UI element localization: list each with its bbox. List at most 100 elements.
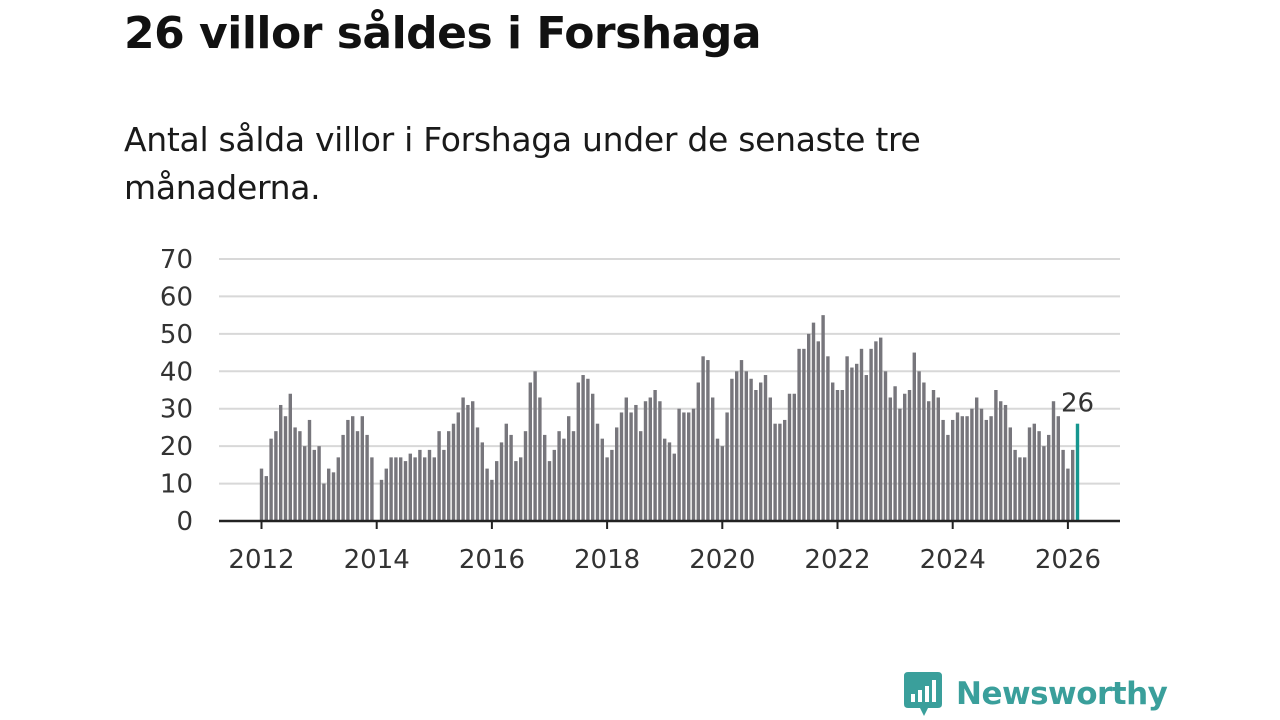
bar xyxy=(547,461,552,521)
bar xyxy=(288,393,292,521)
bar xyxy=(490,479,494,521)
bar xyxy=(538,397,542,521)
bar xyxy=(312,449,316,521)
bar xyxy=(355,431,360,521)
bar xyxy=(922,382,926,521)
bar xyxy=(783,419,787,521)
bar xyxy=(1003,404,1008,521)
bar xyxy=(643,401,648,521)
y-tick-label: 70 xyxy=(160,245,193,275)
bar xyxy=(725,412,729,521)
bar xyxy=(946,434,950,521)
bar xyxy=(1047,434,1051,521)
bar xyxy=(951,419,955,521)
bar xyxy=(936,397,940,521)
bar xyxy=(831,382,835,521)
x-tick-label: 2024 xyxy=(920,545,986,575)
bar xyxy=(1042,446,1046,521)
bar xyxy=(744,371,748,521)
bar xyxy=(533,371,537,521)
bar xyxy=(279,404,283,521)
bar xyxy=(331,472,336,521)
bar xyxy=(835,390,840,521)
bar xyxy=(994,390,998,521)
bar xyxy=(499,442,504,521)
bar xyxy=(341,434,345,521)
bar xyxy=(634,404,638,521)
bar xyxy=(1071,449,1075,521)
bar xyxy=(931,390,936,521)
bar xyxy=(927,401,931,521)
newsworthy-logo[interactable]: Newsworthy xyxy=(902,670,1168,718)
bar xyxy=(567,416,571,521)
bar xyxy=(413,457,417,521)
bar xyxy=(667,442,672,521)
bar xyxy=(917,371,921,521)
bar xyxy=(682,412,686,521)
bar xyxy=(850,367,854,521)
bar xyxy=(677,408,681,521)
y-tick-label: 30 xyxy=(160,395,193,425)
bar xyxy=(663,438,667,521)
bar xyxy=(619,412,624,521)
y-tick-label: 20 xyxy=(160,432,193,462)
x-tick-label: 2014 xyxy=(344,545,410,575)
y-axis-ticks: 0 10 20 30 40 50 60 70 xyxy=(160,245,193,537)
bar xyxy=(624,397,628,521)
bar xyxy=(883,371,888,521)
bar xyxy=(1023,457,1027,521)
bar xyxy=(975,397,979,521)
bar xyxy=(418,449,422,521)
bar xyxy=(562,438,566,521)
bar xyxy=(475,427,480,521)
bar xyxy=(389,457,393,521)
chart-title: 26 villor såldes i Forshaga xyxy=(124,8,762,59)
bar xyxy=(557,431,561,521)
x-axis-ticks: 2012 2014 2016 2018 2020 2022 2024 2026 xyxy=(228,521,1101,575)
bar xyxy=(754,390,758,521)
bar xyxy=(283,416,288,521)
gridlines xyxy=(219,258,1120,485)
bar xyxy=(269,438,273,521)
bar xyxy=(322,483,326,521)
bar xyxy=(408,453,412,521)
bar xyxy=(451,423,456,521)
bar xyxy=(379,479,384,521)
bar xyxy=(1061,449,1065,521)
bar xyxy=(802,348,806,521)
bar xyxy=(576,382,580,521)
bar xyxy=(898,408,902,521)
bar xyxy=(423,457,427,521)
bar xyxy=(1018,457,1022,521)
annotations: 26 xyxy=(1061,389,1094,419)
bar xyxy=(495,461,499,521)
y-tick-label: 40 xyxy=(160,357,193,387)
bar xyxy=(792,393,796,521)
bar xyxy=(730,378,734,521)
bar xyxy=(528,382,532,521)
bar xyxy=(327,468,331,521)
bar xyxy=(1051,401,1056,521)
bar xyxy=(552,449,556,521)
bar xyxy=(1027,427,1032,521)
y-tick-label: 0 xyxy=(176,507,193,537)
x-tick-label: 2026 xyxy=(1035,545,1101,575)
bar xyxy=(768,397,772,521)
bar xyxy=(1008,427,1012,521)
bar xyxy=(811,322,816,521)
bar xyxy=(879,337,883,521)
bar xyxy=(701,356,705,521)
bar xyxy=(456,412,460,521)
brand-name: Newsworthy xyxy=(956,676,1168,712)
bar xyxy=(639,431,643,521)
bar xyxy=(912,352,916,521)
bar xyxy=(605,457,609,521)
x-tick-label: 2020 xyxy=(689,545,755,575)
bar xyxy=(442,449,446,521)
bar xyxy=(595,423,600,521)
bar-chart-speech-bubble-icon xyxy=(904,672,942,716)
bar xyxy=(773,423,777,521)
bar xyxy=(519,457,523,521)
bar xyxy=(571,431,576,521)
bar xyxy=(394,457,398,521)
